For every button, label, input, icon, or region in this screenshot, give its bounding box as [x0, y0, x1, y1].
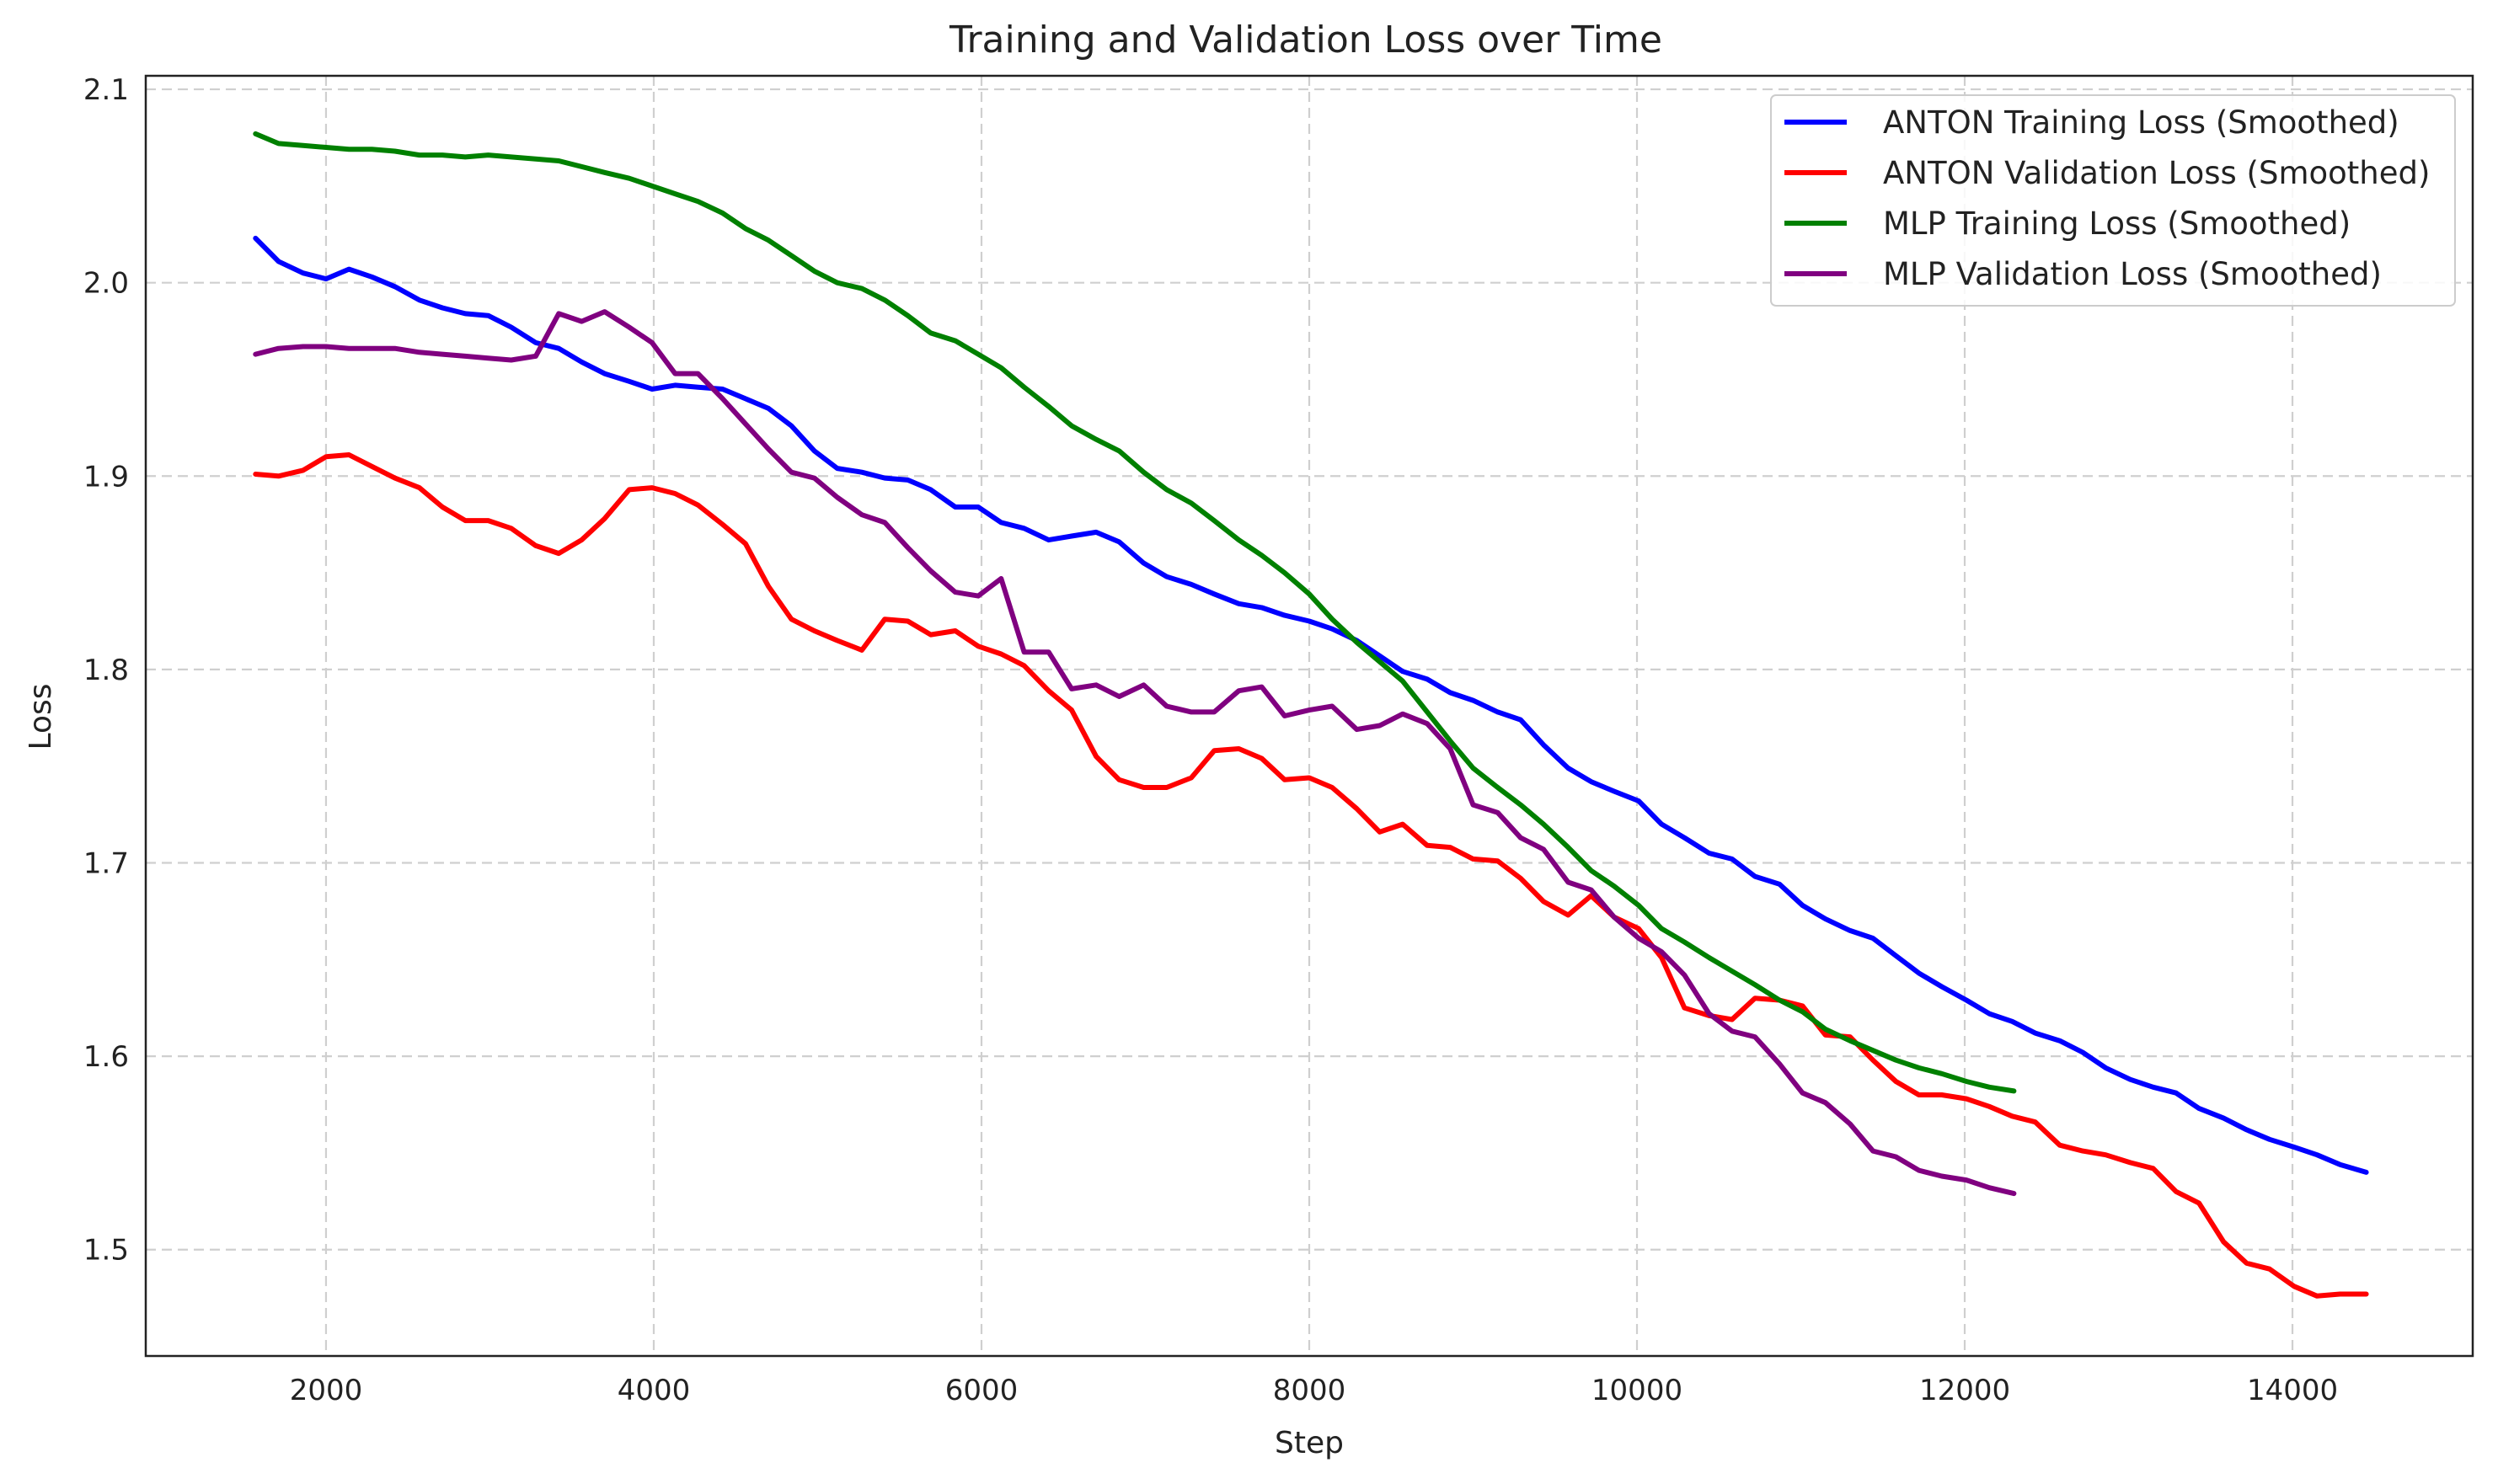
series-lines: [253, 131, 2369, 1299]
y-tick-label: 1.8: [83, 654, 129, 687]
series-line-3: [253, 131, 2017, 1094]
x-tick-label: 14000: [2247, 1374, 2338, 1407]
legend-label: ANTON Validation Loss (Smoothed): [1883, 155, 2430, 191]
x-tick-label: 2000: [290, 1374, 363, 1407]
x-tick-label: 6000: [945, 1374, 1019, 1407]
y-tick-label: 1.6: [83, 1040, 129, 1074]
chart-title: Training and Validation Loss over Time: [949, 19, 1662, 61]
y-tick-label: 2.0: [83, 267, 129, 301]
series-line-2: [253, 452, 2369, 1299]
series-line-1: [253, 235, 2369, 1175]
y-tick-label: 1.9: [83, 460, 129, 494]
y-tick-label: 1.5: [83, 1234, 129, 1268]
series-line-4: [253, 309, 2017, 1197]
x-tick-label: 12000: [1919, 1374, 2010, 1407]
legend-label: MLP Validation Loss (Smoothed): [1883, 256, 2382, 292]
y-tick-label: 2.1: [83, 73, 129, 107]
y-tick-label: 1.7: [83, 847, 129, 881]
x-tick-label: 4000: [618, 1374, 691, 1407]
x-tick-label: 10000: [1591, 1374, 1682, 1407]
legend-label: MLP Training Loss (Smoothed): [1883, 206, 2351, 242]
y-axis-label: Loss: [24, 684, 58, 750]
axis-ticks: 2000 4000 6000 8000 10000 12000 14000 1.5 1.6 1.7…: [83, 73, 2338, 1407]
legend-box: [1770, 94, 2456, 307]
x-tick-label: 8000: [1273, 1374, 1346, 1407]
legend-label: ANTON Training Loss (Smoothed): [1883, 104, 2399, 141]
legend: ANTON Training Loss (Smoothed) ANTON Vali…: [1770, 94, 2456, 307]
plot-frame: [144, 74, 2474, 1358]
x-axis-label: Step: [1275, 1426, 1344, 1460]
